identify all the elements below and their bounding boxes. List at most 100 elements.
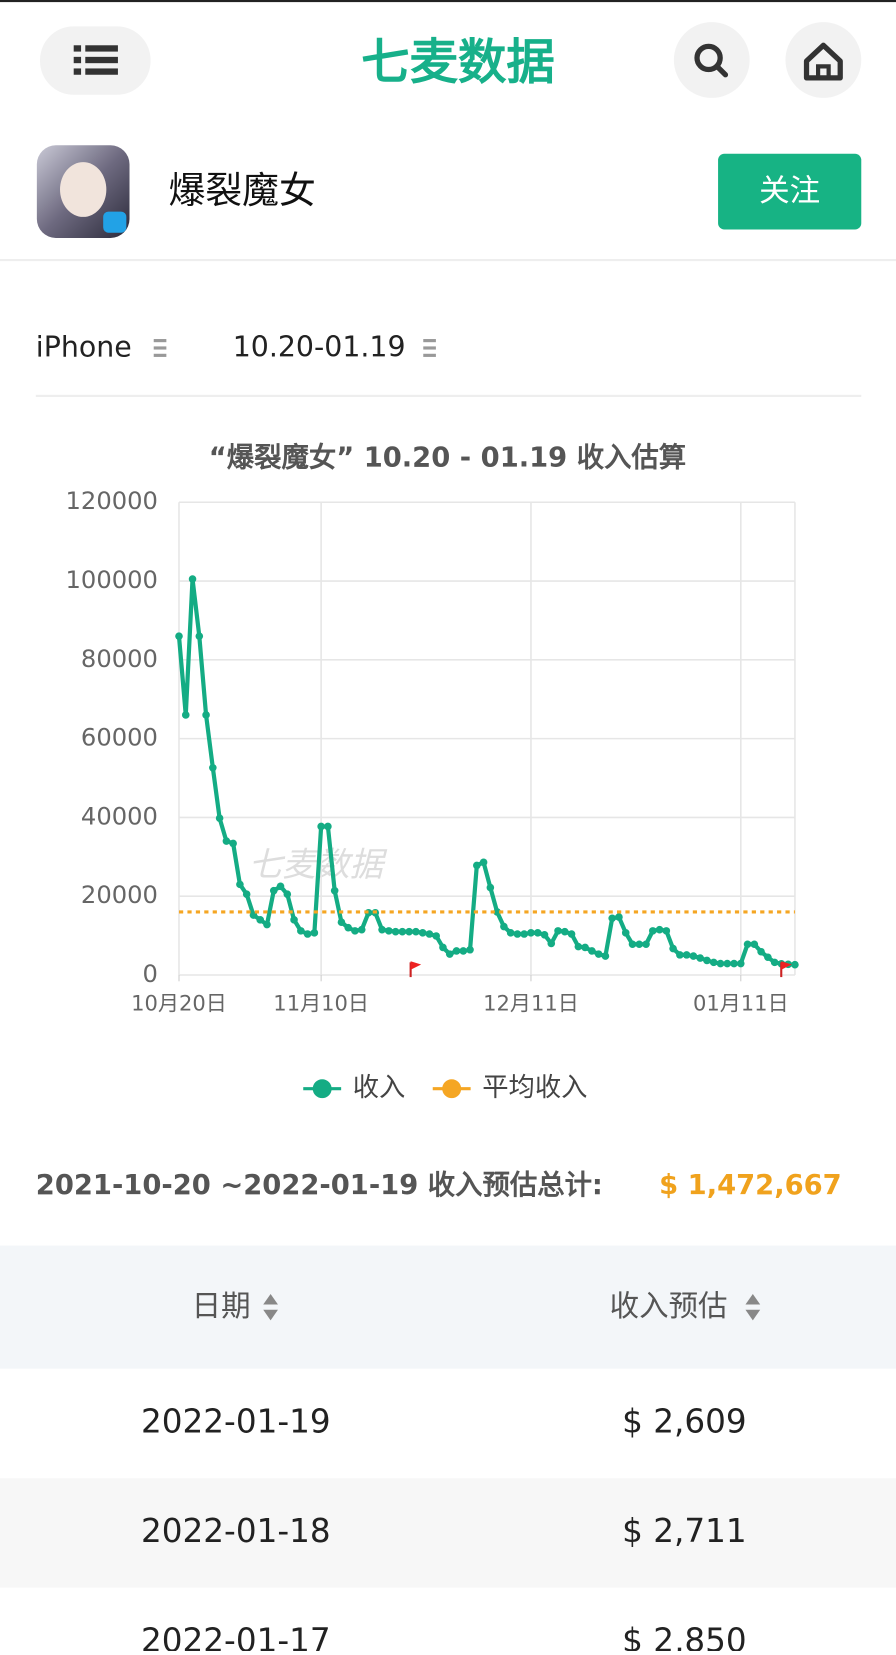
x-tick-label: 12月11日 xyxy=(483,990,579,1015)
summary-label: 2021-10-20 ~2022-01-19 收入预估总计: xyxy=(36,1170,603,1201)
data-point xyxy=(425,930,434,938)
data-point xyxy=(330,886,339,895)
x-tick-label: 11月10日 xyxy=(273,990,369,1015)
data-point xyxy=(479,858,488,867)
data-point xyxy=(520,930,528,938)
data-point xyxy=(662,927,671,935)
data-point xyxy=(236,880,244,889)
data-point xyxy=(621,929,630,937)
y-tick-label: 120000 xyxy=(66,487,158,515)
table-header xyxy=(0,1245,896,1369)
data-point xyxy=(452,947,461,955)
data-point xyxy=(527,929,535,937)
data-point xyxy=(493,908,501,916)
sort-icon[interactable] xyxy=(745,1294,761,1321)
data-point xyxy=(466,945,474,954)
data-point xyxy=(723,959,732,968)
data-point xyxy=(439,943,447,952)
data-point xyxy=(791,960,799,969)
data-point xyxy=(202,711,210,719)
data-point xyxy=(506,929,515,937)
data-point xyxy=(608,914,616,923)
data-point xyxy=(642,940,650,949)
search-button[interactable] xyxy=(673,22,750,98)
data-point xyxy=(764,953,772,962)
y-tick-label: 100000 xyxy=(66,566,158,594)
data-point xyxy=(561,927,569,936)
data-point xyxy=(655,925,664,934)
summary-total: $ 1,472,667 xyxy=(659,1170,842,1201)
plot: 0 20000 40000 60000 80000 100000 120000 10月20日 1… xyxy=(66,487,799,1015)
follow-label[interactable]: 关注 xyxy=(759,174,820,209)
data-point xyxy=(188,575,197,583)
data-point xyxy=(263,920,271,929)
data-point xyxy=(513,930,522,938)
data-point xyxy=(175,632,183,640)
data-point xyxy=(195,632,204,640)
y-tick-label: 20000 xyxy=(81,881,158,909)
revenue-line xyxy=(176,576,796,967)
data-point xyxy=(682,951,691,959)
data-point xyxy=(303,930,312,938)
legend-marker xyxy=(312,1079,332,1099)
divider xyxy=(35,394,862,397)
data-point xyxy=(547,939,556,948)
cell: 2022-01-18 xyxy=(141,1512,331,1550)
data-point xyxy=(276,882,285,891)
data-point xyxy=(418,929,427,937)
home-button[interactable] xyxy=(785,22,862,98)
data-point xyxy=(500,922,508,931)
data-point xyxy=(473,861,481,870)
filter-icon xyxy=(153,339,167,357)
data-point xyxy=(181,711,190,719)
data-point xyxy=(385,927,393,935)
menu-button[interactable] xyxy=(40,26,151,95)
sort-icon[interactable] xyxy=(263,1294,278,1321)
cell: $ 2,711 xyxy=(622,1512,747,1550)
data-point xyxy=(736,959,745,968)
data-point xyxy=(716,959,725,968)
data-point xyxy=(209,763,217,772)
follow-button[interactable]: 关注 xyxy=(718,153,862,230)
data-point xyxy=(310,929,319,937)
data-point xyxy=(290,916,298,924)
chart-title: “爆裂魔女” 10.20 - 01.19 收入估算 xyxy=(209,442,686,474)
divider xyxy=(0,259,896,262)
top-edge xyxy=(0,0,896,3)
device-filter[interactable]: iPhone xyxy=(36,331,132,364)
data-point xyxy=(588,947,596,955)
y-tick-label: 40000 xyxy=(81,802,158,830)
logo[interactable]: 七麦数据 xyxy=(361,34,555,90)
data-point xyxy=(581,943,589,952)
y-tick-label: 80000 xyxy=(81,645,158,673)
column-header[interactable]: 收入预估 xyxy=(610,1289,728,1323)
data-point xyxy=(709,958,718,967)
data-point xyxy=(432,932,440,940)
data-point xyxy=(486,883,495,892)
data-point xyxy=(628,940,637,949)
data-point xyxy=(743,940,752,949)
data-point xyxy=(676,951,684,959)
data-point xyxy=(391,927,400,936)
range-filter[interactable]: 10.20-01.19 xyxy=(233,331,406,364)
column-header[interactable]: 日期 xyxy=(192,1289,251,1323)
data-point xyxy=(567,930,576,938)
data-point xyxy=(459,947,468,955)
data-point xyxy=(533,929,542,937)
y-tick-label: 60000 xyxy=(81,724,158,752)
data-point xyxy=(357,925,366,934)
data-point xyxy=(317,822,325,831)
data-point xyxy=(242,890,251,899)
data-point xyxy=(615,913,623,921)
data-point xyxy=(337,918,346,926)
filter-icon xyxy=(423,339,436,357)
legend: 收入 平均收入 xyxy=(303,1073,587,1103)
table-row xyxy=(0,1368,896,1479)
data-point xyxy=(540,931,549,939)
data-point xyxy=(757,947,765,956)
data-point xyxy=(635,940,644,949)
data-point xyxy=(770,958,779,967)
